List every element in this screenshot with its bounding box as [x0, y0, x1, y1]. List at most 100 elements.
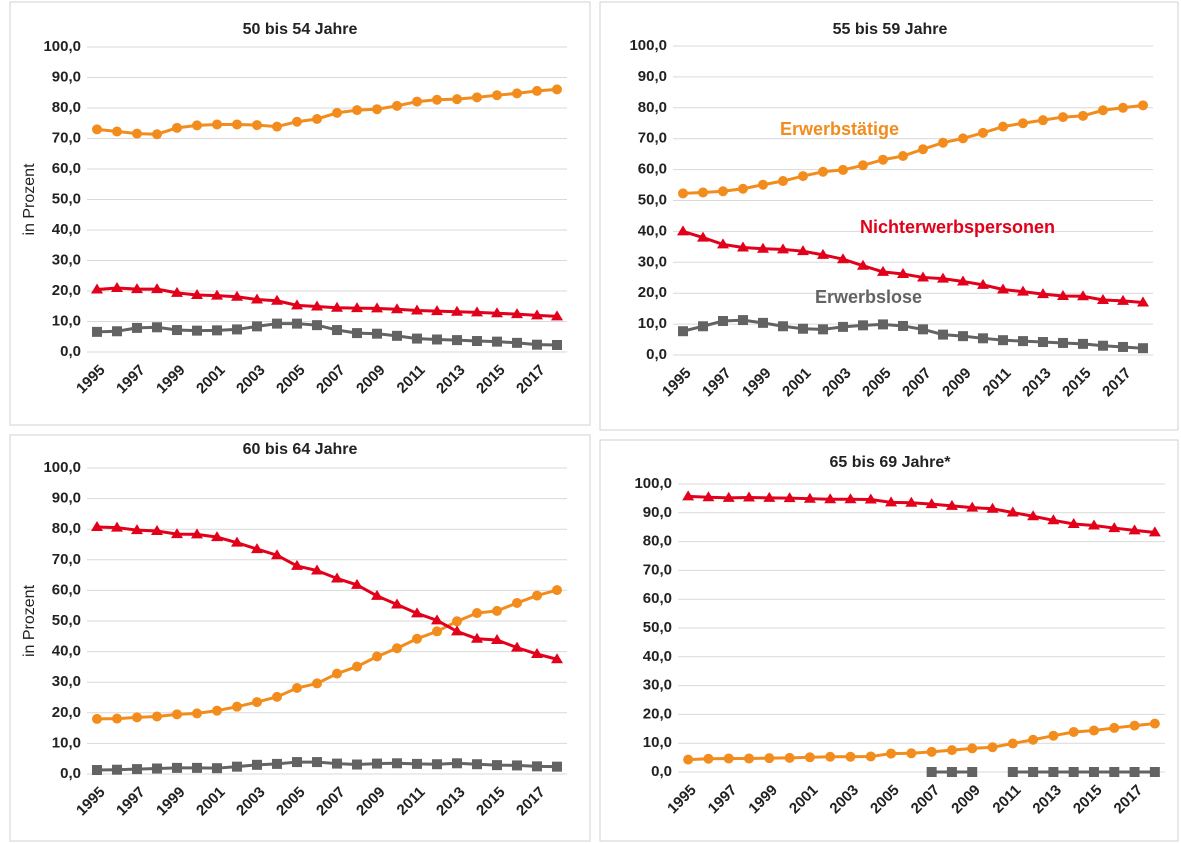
- series-label: Erwerbstätige: [780, 119, 899, 139]
- marker: [432, 334, 442, 345]
- y-tick-label: 90,0: [52, 490, 81, 507]
- marker: [511, 308, 523, 319]
- y-tick-label: 90,0: [52, 68, 81, 85]
- marker: [492, 760, 502, 771]
- marker: [152, 711, 162, 722]
- x-tick-label: 2009: [353, 362, 389, 398]
- series-label: Erwerbslose: [815, 287, 922, 307]
- marker: [252, 759, 262, 770]
- marker: [825, 751, 836, 762]
- y-tick-label: 0,0: [60, 343, 81, 360]
- x-tick-label: 2005: [859, 365, 895, 401]
- marker: [112, 126, 122, 137]
- marker: [132, 712, 142, 723]
- y-tick-label: 60,0: [643, 590, 672, 607]
- marker: [967, 743, 978, 754]
- marker: [472, 336, 482, 347]
- marker: [917, 271, 929, 282]
- marker: [997, 283, 1009, 294]
- marker: [698, 321, 708, 332]
- marker: [491, 307, 503, 318]
- marker: [798, 171, 808, 182]
- y-tick-label: 20,0: [643, 705, 672, 722]
- marker: [92, 765, 102, 776]
- marker: [977, 278, 989, 289]
- marker: [532, 761, 542, 772]
- marker: [824, 493, 837, 504]
- marker: [1138, 100, 1148, 111]
- marker: [92, 326, 102, 337]
- marker: [132, 322, 142, 333]
- marker: [946, 767, 957, 777]
- marker: [532, 339, 542, 350]
- marker: [211, 289, 223, 300]
- marker: [551, 653, 563, 664]
- y-tick-label: 50,0: [638, 191, 667, 208]
- marker: [1078, 338, 1088, 349]
- x-tick-label: 2001: [193, 362, 229, 398]
- y-tick-label: 40,0: [638, 222, 667, 239]
- marker: [1057, 289, 1069, 300]
- marker: [1129, 720, 1140, 731]
- marker: [412, 633, 422, 644]
- marker: [798, 323, 808, 334]
- marker: [844, 493, 857, 504]
- y-tick-label: 100,0: [634, 475, 672, 492]
- chart-title: 50 bis 54 Jahre: [243, 21, 358, 38]
- marker: [722, 491, 735, 502]
- marker: [1138, 343, 1148, 354]
- marker: [778, 321, 788, 332]
- x-tick-label: 2013: [1019, 365, 1055, 401]
- marker: [718, 186, 728, 197]
- marker: [272, 318, 282, 329]
- marker: [431, 614, 443, 625]
- marker: [1007, 738, 1018, 749]
- marker: [232, 701, 242, 712]
- x-tick-label: 2007: [313, 362, 349, 398]
- marker: [372, 758, 382, 769]
- marker: [552, 84, 562, 95]
- marker: [718, 316, 728, 327]
- x-tick-label: 2015: [473, 362, 509, 398]
- marker: [371, 589, 383, 600]
- marker: [352, 328, 362, 339]
- marker: [946, 745, 957, 756]
- marker: [784, 752, 795, 763]
- marker: [372, 104, 382, 115]
- marker: [352, 759, 362, 770]
- marker: [551, 310, 563, 321]
- marker: [392, 643, 402, 654]
- marker: [91, 283, 103, 294]
- marker: [1017, 285, 1029, 296]
- y-tick-label: 40,0: [643, 648, 672, 665]
- marker: [967, 767, 978, 777]
- chart-panel: 50 bis 54 Jahre in Prozent 0,0 10,0 20,0 30,0…: [9, 1, 591, 426]
- marker: [492, 605, 502, 616]
- marker: [1098, 105, 1108, 116]
- marker: [532, 590, 542, 601]
- marker: [717, 238, 729, 249]
- marker: [532, 85, 542, 96]
- marker: [926, 746, 937, 757]
- series-line: [96, 286, 558, 318]
- marker: [412, 758, 422, 769]
- series-line: [688, 494, 1155, 534]
- marker: [152, 763, 162, 774]
- marker: [743, 491, 756, 502]
- marker: [192, 708, 202, 719]
- marker: [898, 151, 908, 162]
- marker: [897, 268, 909, 279]
- marker: [432, 759, 442, 770]
- marker: [998, 335, 1008, 346]
- marker: [231, 290, 243, 301]
- marker: [925, 498, 938, 509]
- y-tick-label: 10,0: [52, 734, 81, 751]
- marker: [1048, 730, 1059, 741]
- x-tick-label: 1999: [745, 782, 781, 818]
- y-tick-label: 20,0: [52, 704, 81, 721]
- x-tick-label: 2017: [1099, 365, 1135, 401]
- marker: [512, 88, 522, 99]
- marker: [678, 188, 688, 199]
- marker: [292, 757, 302, 768]
